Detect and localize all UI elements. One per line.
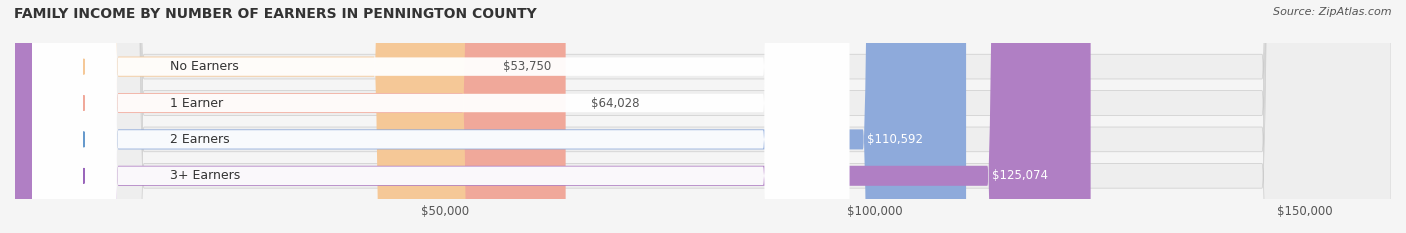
- Text: Source: ZipAtlas.com: Source: ZipAtlas.com: [1274, 7, 1392, 17]
- FancyBboxPatch shape: [15, 0, 1391, 233]
- Text: 3+ Earners: 3+ Earners: [170, 169, 240, 182]
- FancyBboxPatch shape: [15, 0, 565, 233]
- Text: 2 Earners: 2 Earners: [170, 133, 229, 146]
- Text: FAMILY INCOME BY NUMBER OF EARNERS IN PENNINGTON COUNTY: FAMILY INCOME BY NUMBER OF EARNERS IN PE…: [14, 7, 537, 21]
- Text: $53,750: $53,750: [503, 60, 551, 73]
- Text: $125,074: $125,074: [991, 169, 1047, 182]
- FancyBboxPatch shape: [15, 0, 1391, 233]
- Text: $64,028: $64,028: [592, 96, 640, 110]
- Text: $110,592: $110,592: [868, 133, 924, 146]
- FancyBboxPatch shape: [15, 0, 966, 233]
- FancyBboxPatch shape: [15, 0, 1091, 233]
- Text: 1 Earner: 1 Earner: [170, 96, 224, 110]
- Text: No Earners: No Earners: [170, 60, 239, 73]
- FancyBboxPatch shape: [15, 0, 1391, 233]
- FancyBboxPatch shape: [32, 0, 849, 233]
- FancyBboxPatch shape: [32, 0, 849, 233]
- FancyBboxPatch shape: [32, 0, 849, 233]
- FancyBboxPatch shape: [15, 0, 477, 233]
- FancyBboxPatch shape: [32, 0, 849, 233]
- FancyBboxPatch shape: [15, 0, 1391, 233]
